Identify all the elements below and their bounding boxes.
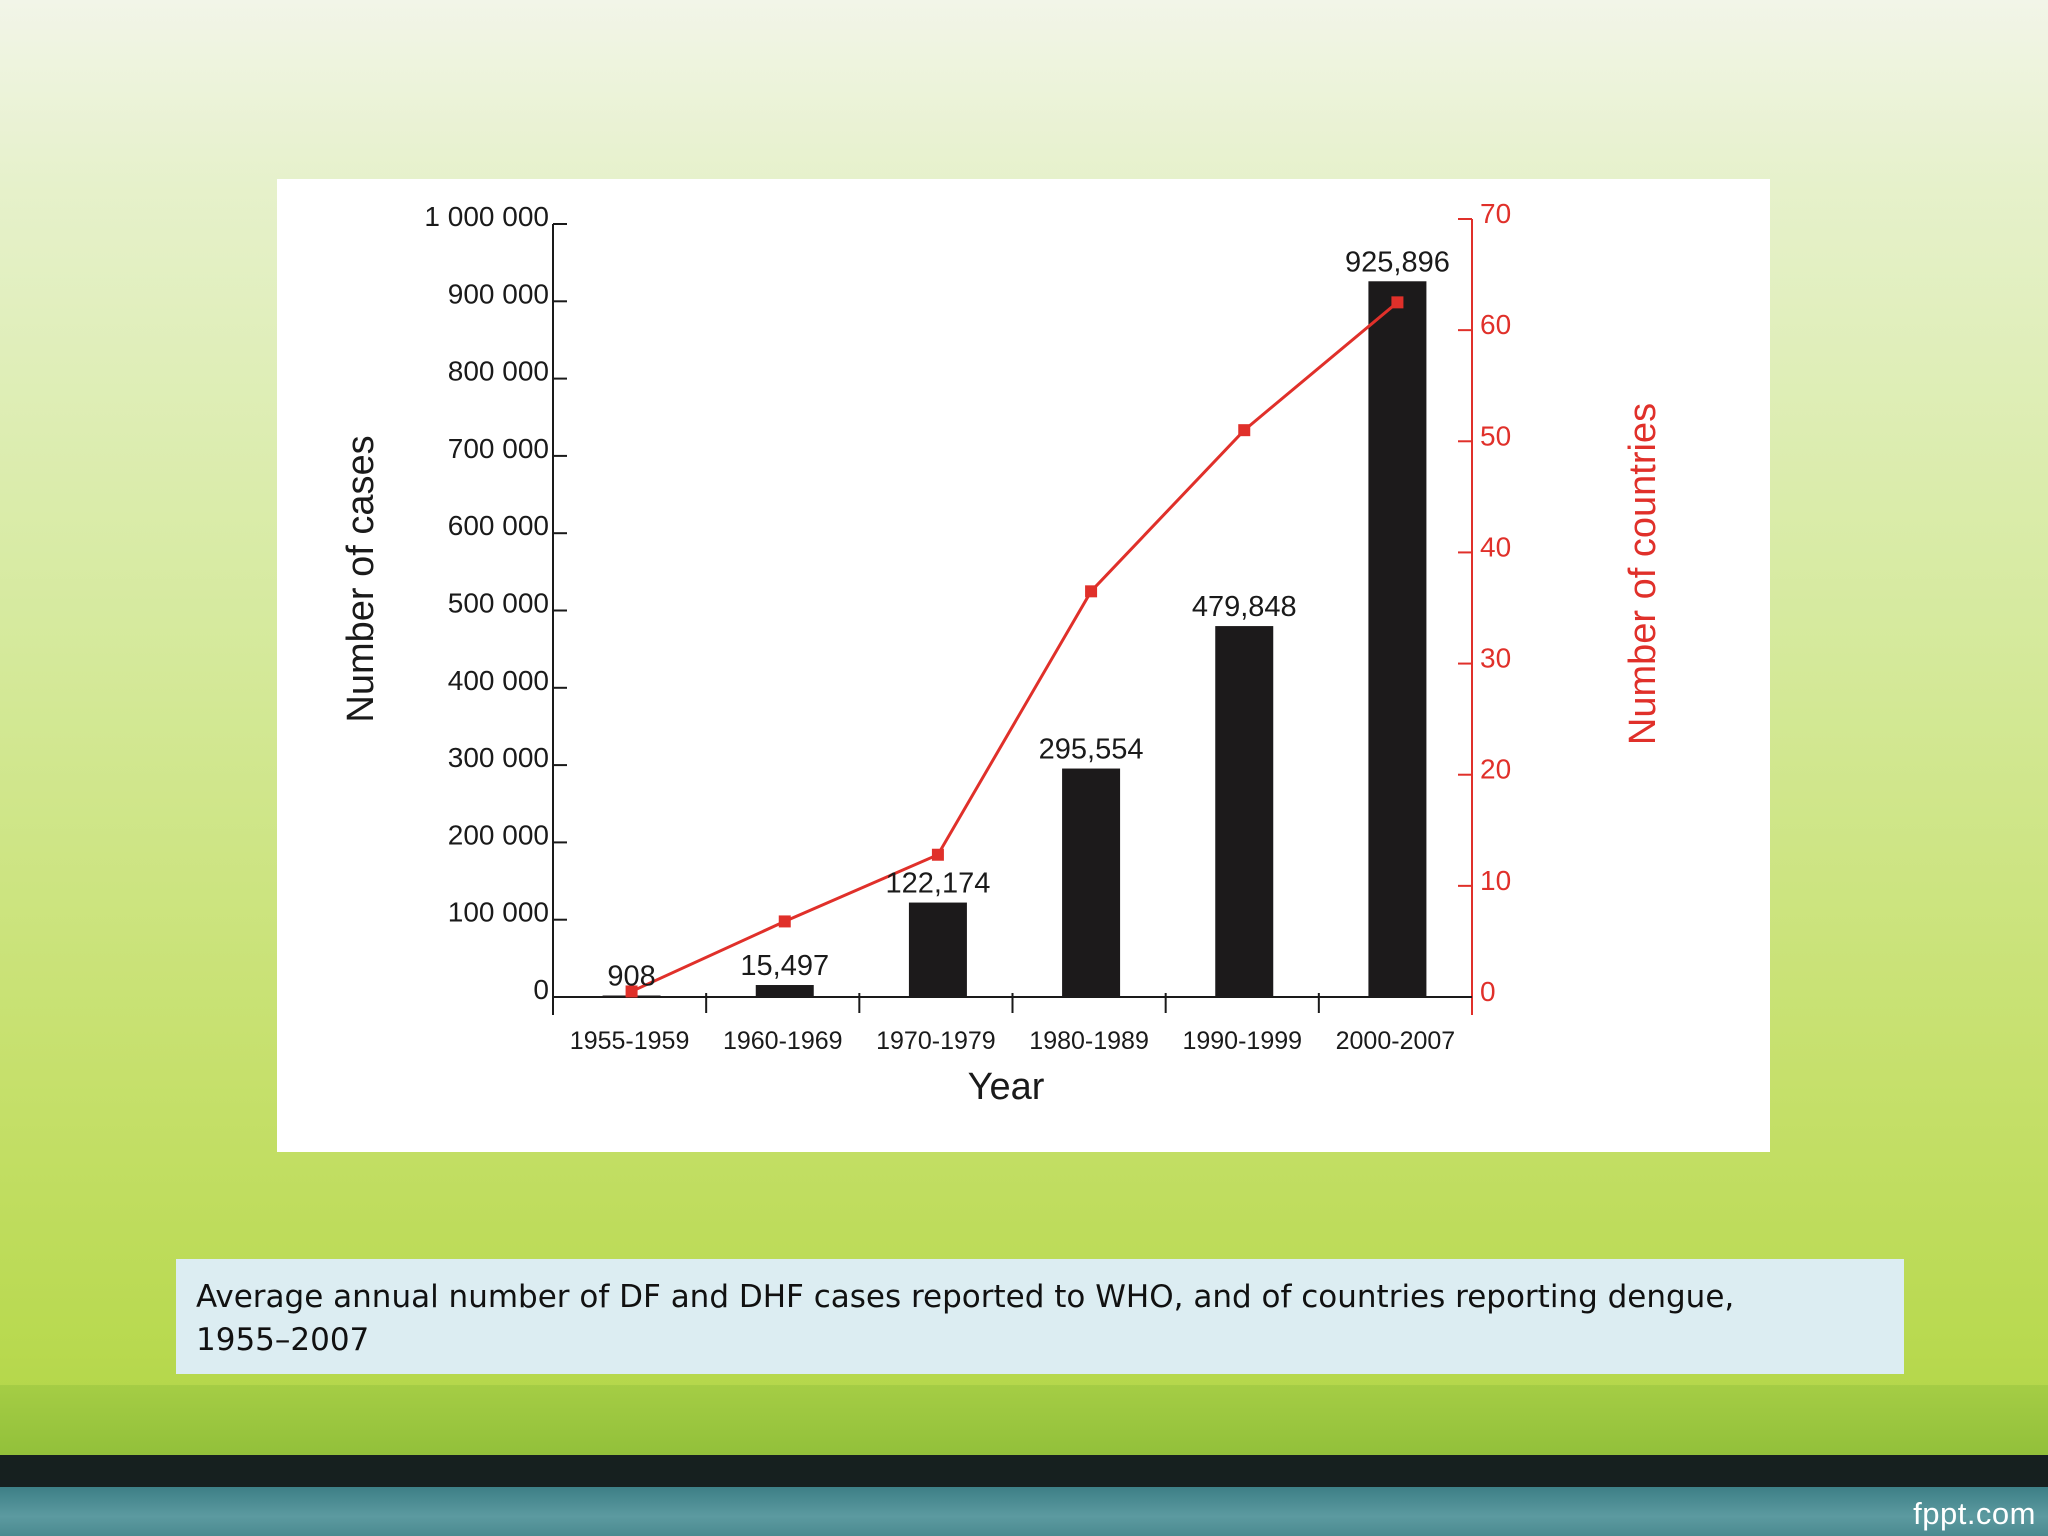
bars-layer bbox=[602, 281, 1427, 997]
footer-bar: fppt.com bbox=[0, 1487, 2048, 1536]
caption-box: Average annual number of DF and DHF case… bbox=[176, 1259, 1904, 1374]
right-tick-label: 70 bbox=[1480, 198, 1511, 229]
y-axis-title: Number of cases bbox=[340, 435, 382, 722]
left-tick-label: 500 000 bbox=[448, 588, 549, 619]
bar-value-label: 479,848 bbox=[1192, 591, 1297, 623]
bar-value-label: 122,174 bbox=[886, 868, 991, 900]
bar-value-label: 908 bbox=[607, 961, 655, 993]
countries-point bbox=[1085, 585, 1098, 598]
x-tick-label: 1960-1969 bbox=[723, 1027, 843, 1055]
right-tick-label: 40 bbox=[1480, 531, 1511, 562]
bar bbox=[1368, 281, 1427, 997]
right-tick-label: 50 bbox=[1480, 420, 1511, 451]
right-axis: 0 10 20 30 40 50 60 70 bbox=[1458, 198, 1511, 1015]
x-tick-label: 2000-2007 bbox=[1336, 1027, 1456, 1055]
countries-point bbox=[778, 915, 791, 928]
left-tick-label: 1 000 000 bbox=[424, 201, 549, 232]
countries-line bbox=[630, 301, 1399, 993]
bar-value-label: 295,554 bbox=[1039, 734, 1144, 766]
x-axis-title: Year bbox=[968, 1066, 1045, 1108]
lower-band bbox=[0, 1385, 2048, 1455]
dengue-chart: 0 100 000 200 000 300 000 400 000 500 000 600 … bbox=[340, 198, 1664, 1108]
x-tick-label: 1980-1989 bbox=[1029, 1027, 1149, 1055]
right-tick-label: 10 bbox=[1480, 865, 1511, 896]
x-axis: 1955-1959 1960-1969 1970-1979 1980-1989 1990… bbox=[553, 993, 1472, 1055]
left-tick-label: 800 000 bbox=[448, 356, 549, 387]
left-tick-label: 300 000 bbox=[448, 742, 549, 773]
left-tick-label: 0 bbox=[533, 974, 549, 1005]
right-tick-label: 20 bbox=[1480, 754, 1511, 785]
right-tick-label: 60 bbox=[1480, 309, 1511, 340]
bar-value-label: 15,497 bbox=[740, 950, 829, 982]
y2-axis-title: Number of countries bbox=[1622, 403, 1664, 745]
left-tick-label: 200 000 bbox=[448, 819, 549, 850]
right-tick-label: 0 bbox=[1480, 976, 1496, 1007]
bar bbox=[908, 902, 967, 997]
caption-line-1: Average annual number of DF and DHF case… bbox=[196, 1279, 1735, 1315]
left-tick-label: 600 000 bbox=[448, 510, 549, 541]
footer-dark-strip bbox=[0, 1455, 2048, 1487]
bar bbox=[755, 985, 814, 997]
countries-point bbox=[625, 985, 638, 998]
bar bbox=[1062, 768, 1121, 997]
bar-value-label: 925,896 bbox=[1345, 246, 1450, 278]
countries-point bbox=[931, 848, 944, 861]
caption-line-2: 1955–2007 bbox=[196, 1322, 370, 1358]
left-tick-label: 400 000 bbox=[448, 665, 549, 696]
x-tick-label: 1990-1999 bbox=[1182, 1027, 1302, 1055]
left-tick-label: 900 000 bbox=[448, 278, 549, 309]
left-tick-label: 100 000 bbox=[448, 897, 549, 928]
data-labels-layer: 908 15,497 122,174 295,554 479,848 925,896 bbox=[607, 246, 1449, 992]
countries-point bbox=[1238, 424, 1251, 437]
x-tick-label: 1955-1959 bbox=[570, 1027, 690, 1055]
x-tick-label: 1970-1979 bbox=[876, 1027, 996, 1055]
brand-label: fppt.com bbox=[1913, 1496, 2036, 1531]
left-tick-label: 700 000 bbox=[448, 433, 549, 464]
chart-panel: 0 100 000 200 000 300 000 400 000 500 000 600 … bbox=[277, 179, 1770, 1152]
bar bbox=[1215, 626, 1274, 997]
right-tick-label: 30 bbox=[1480, 643, 1511, 674]
left-axis: 0 100 000 200 000 300 000 400 000 500 000 600 … bbox=[424, 201, 567, 1015]
countries-point bbox=[1391, 296, 1404, 309]
line-layer bbox=[625, 296, 1404, 998]
